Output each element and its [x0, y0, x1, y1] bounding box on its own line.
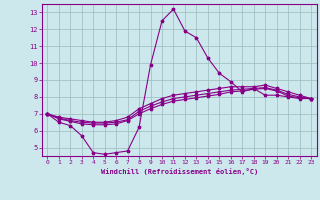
X-axis label: Windchill (Refroidissement éolien,°C): Windchill (Refroidissement éolien,°C) [100, 168, 258, 175]
